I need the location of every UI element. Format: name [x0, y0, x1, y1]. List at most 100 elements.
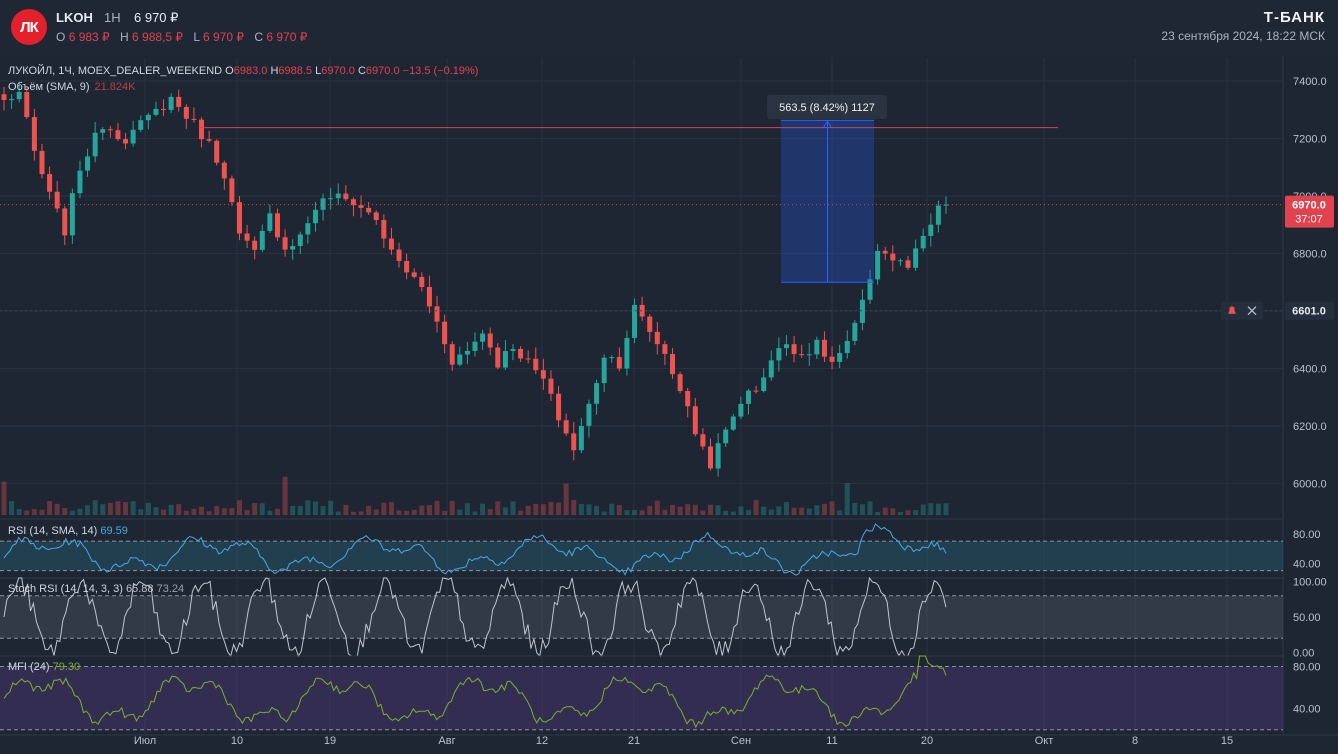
volume-bar	[768, 509, 774, 515]
candle-body	[730, 416, 736, 430]
candle-body	[753, 390, 759, 392]
candle-body	[616, 357, 622, 369]
mfi-tick-label: 40.00	[1293, 704, 1321, 716]
candle-body	[920, 235, 926, 249]
volume-bar	[130, 501, 136, 515]
rsi-tick-label: 80.00	[1293, 529, 1321, 541]
volume-bar	[396, 510, 402, 515]
bar-countdown: 37:07	[1295, 214, 1323, 226]
volume-bar	[935, 503, 941, 515]
volume-bar	[54, 503, 60, 515]
volume-bar	[47, 500, 53, 515]
candle-body	[723, 429, 729, 444]
volume-bar	[229, 508, 235, 515]
stoch-pane	[0, 576, 1283, 658]
timeframe-label[interactable]: 1H	[104, 10, 121, 25]
candle-body	[708, 446, 713, 469]
ticker-symbol[interactable]: LKOH	[56, 10, 93, 25]
volume-bar	[495, 501, 501, 515]
volume-bar	[829, 501, 835, 515]
volume-bar	[745, 510, 751, 515]
candle-body	[685, 391, 691, 407]
candle-body	[161, 108, 167, 110]
time-tick-label: 15	[1221, 735, 1233, 747]
candle-body	[350, 199, 356, 206]
rsi-legend: RSI (14, SMA, 14) 69.59	[8, 525, 128, 537]
candle-body	[199, 119, 205, 140]
volume-bar	[920, 504, 926, 515]
mfi-pane	[0, 655, 1283, 731]
volume-bar	[472, 511, 478, 515]
volume-bar	[358, 511, 364, 515]
candle-body	[609, 357, 615, 359]
candle-body	[388, 238, 394, 250]
price-tick-label: 6000.0	[1293, 479, 1327, 491]
volume-bar	[859, 504, 865, 515]
volume-bars	[1, 476, 949, 515]
logo-text: ЛК	[20, 18, 39, 36]
current-datetime: 23 сентября 2024, 18:22 МСК	[1161, 29, 1325, 43]
volume-bar	[814, 505, 820, 515]
mfi-legend: MFI (24) 79.30	[8, 661, 80, 673]
volume-bar	[677, 506, 683, 515]
volume-bar	[328, 500, 334, 515]
legend-c-label: C	[357, 65, 366, 77]
ohlc-low-value: 6 970 ₽	[202, 30, 244, 44]
close-icon[interactable]	[1247, 306, 1257, 316]
rsi-value: 69.59	[100, 525, 128, 537]
volume-bar	[404, 510, 410, 515]
candle-body	[259, 230, 265, 250]
price-tick-label: 6800.0	[1293, 249, 1327, 261]
candle-body	[533, 358, 539, 371]
candle-body	[1, 94, 7, 101]
pane-band-fill	[0, 666, 1283, 730]
candle-body	[799, 354, 805, 356]
candle-body	[244, 233, 250, 241]
candle-body	[145, 114, 151, 121]
bell-icon[interactable]	[1228, 306, 1236, 314]
mfi-title: MFI (24)	[8, 661, 50, 673]
measure-label-box	[767, 95, 887, 119]
rsi-title: RSI (14, SMA, 14)	[8, 525, 98, 537]
volume-bar	[100, 504, 106, 515]
volume-bar	[783, 502, 789, 515]
volume-bar	[464, 503, 470, 515]
legend-o-label: O	[225, 65, 234, 77]
time-tick-label: Сен	[731, 735, 751, 747]
ohlc-high-value: 6 988,5 ₽	[132, 30, 184, 44]
header-bar: ЛК LKOH 1H 6 970 ₽ O 6 983 ₽ H 6 988,5 ₽…	[0, 0, 1338, 57]
volume-bar	[518, 510, 524, 515]
volume-bar	[533, 503, 539, 515]
pane-band-fill	[0, 541, 1283, 571]
candle-body	[77, 170, 83, 194]
candle-body	[312, 209, 318, 224]
candle-body	[670, 354, 676, 375]
volume-bar	[662, 509, 668, 515]
lukoil-logo[interactable]: ЛК	[11, 9, 47, 45]
volume-bar	[312, 501, 318, 515]
grid-lines	[0, 58, 1283, 735]
candle-body	[123, 139, 129, 144]
volume-bar	[381, 502, 387, 515]
candle-body	[115, 130, 121, 140]
volume-bar	[897, 511, 903, 515]
candle-body	[761, 377, 767, 392]
rsi-tick-label: 40.00	[1293, 558, 1321, 570]
candle-body	[738, 403, 744, 417]
candle-body	[411, 272, 417, 277]
volume-bar	[16, 509, 22, 515]
volume-bar	[844, 483, 850, 515]
candle-body	[297, 234, 303, 247]
oscillator-line	[3, 655, 947, 729]
volume-bar	[594, 505, 600, 515]
volume-bar	[449, 500, 455, 515]
volume-bar	[480, 503, 486, 515]
alert-controls	[1221, 301, 1263, 320]
time-tick-label: Авг	[438, 735, 455, 747]
candle-body	[814, 339, 820, 355]
candle-body	[274, 213, 280, 238]
measure-label: 563.5 (8.42%) 1127	[779, 102, 875, 114]
candle-body	[578, 425, 584, 451]
volume-bar	[31, 509, 37, 515]
